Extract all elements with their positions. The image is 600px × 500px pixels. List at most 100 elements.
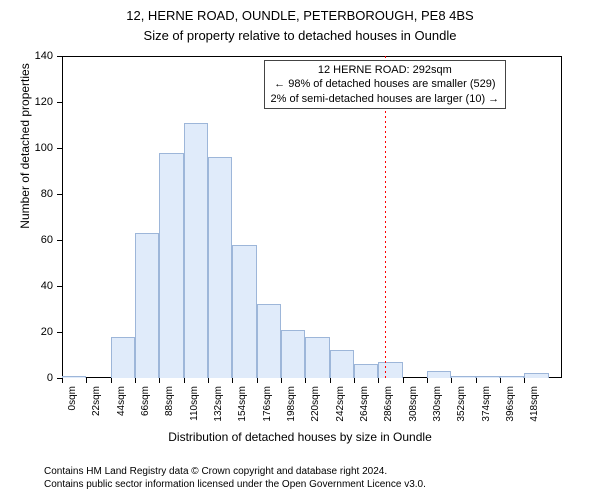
histogram-bar xyxy=(281,330,305,378)
histogram-bar xyxy=(427,371,451,378)
marker-line-segment xyxy=(385,246,386,248)
x-tick-label: 286sqm xyxy=(383,386,394,422)
marker-line-segment xyxy=(385,146,386,148)
x-tick xyxy=(232,378,233,383)
marker-line-segment xyxy=(385,346,386,348)
histogram-bar xyxy=(524,373,548,378)
annotation-line-1: 12 HERNE ROAD: 292sqm xyxy=(271,63,500,77)
x-tick-label: 22sqm xyxy=(91,386,102,416)
marker-line-segment xyxy=(385,191,386,193)
x-tick xyxy=(135,378,136,383)
y-tick-label: 100 xyxy=(23,142,53,154)
x-tick xyxy=(159,378,160,383)
x-tick xyxy=(403,378,404,383)
y-tick-label: 20 xyxy=(23,326,53,338)
x-tick xyxy=(354,378,355,383)
x-tick xyxy=(524,378,525,383)
x-tick xyxy=(86,378,87,383)
marker-line-segment xyxy=(385,351,386,353)
footer-line-2: Contains public sector information licen… xyxy=(44,479,426,492)
histogram-bar xyxy=(476,376,500,378)
x-tick-label: 154sqm xyxy=(237,386,248,422)
marker-line-segment xyxy=(385,151,386,153)
x-tick-label: 242sqm xyxy=(335,386,346,422)
marker-line-segment xyxy=(385,171,386,173)
x-tick-label: 330sqm xyxy=(432,386,443,422)
x-tick-label: 110sqm xyxy=(189,386,200,421)
marker-line-segment xyxy=(385,241,386,243)
chart-container: { "chart": { "type": "histogram", "title… xyxy=(0,0,600,500)
marker-line-segment xyxy=(385,111,386,113)
chart-title-main: 12, HERNE ROAD, OUNDLE, PETERBOROUGH, PE… xyxy=(0,8,600,23)
histogram-bar xyxy=(111,337,135,378)
marker-line-segment xyxy=(385,226,386,228)
marker-line-segment xyxy=(385,256,386,258)
histogram-bar xyxy=(159,153,183,378)
histogram-bar xyxy=(208,157,232,378)
marker-line-segment xyxy=(385,331,386,333)
x-tick-label: 396sqm xyxy=(505,386,516,422)
annotation-line-2: ← 98% of detached houses are smaller (52… xyxy=(271,77,500,91)
histogram-bar xyxy=(184,123,208,378)
y-tick-label: 140 xyxy=(23,50,53,62)
histogram-bar xyxy=(451,376,475,378)
annotation-box: 12 HERNE ROAD: 292sqm← 98% of detached h… xyxy=(264,60,507,109)
y-tick xyxy=(57,102,62,103)
footer-attribution: Contains HM Land Registry data © Crown c… xyxy=(44,466,426,491)
y-tick-label: 40 xyxy=(23,280,53,292)
marker-line-segment xyxy=(385,366,386,368)
marker-line-segment xyxy=(385,296,386,298)
axis-border-left xyxy=(62,56,63,378)
marker-line-segment xyxy=(385,371,386,373)
histogram-bar xyxy=(135,233,159,378)
histogram-bar xyxy=(378,362,402,378)
x-tick-label: 418sqm xyxy=(529,386,540,422)
y-tick xyxy=(57,240,62,241)
y-tick xyxy=(57,332,62,333)
marker-line-segment xyxy=(385,216,386,218)
marker-line-segment xyxy=(385,306,386,308)
x-tick xyxy=(378,378,379,383)
marker-line-segment xyxy=(385,131,386,133)
x-tick xyxy=(476,378,477,383)
marker-line-segment xyxy=(385,291,386,293)
y-tick xyxy=(57,56,62,57)
histogram-bar xyxy=(305,337,329,378)
marker-line-segment xyxy=(385,251,386,253)
x-tick xyxy=(451,378,452,383)
y-tick xyxy=(57,148,62,149)
histogram-bar xyxy=(232,245,256,378)
marker-line-segment xyxy=(385,136,386,138)
axis-border-right xyxy=(561,56,562,378)
y-tick xyxy=(57,194,62,195)
marker-line-segment xyxy=(385,341,386,343)
marker-line-segment xyxy=(385,266,386,268)
x-tick-label: 0sqm xyxy=(67,386,78,410)
marker-line-segment xyxy=(385,121,386,123)
x-tick-label: 66sqm xyxy=(140,386,151,416)
x-tick xyxy=(208,378,209,383)
marker-line-segment xyxy=(385,206,386,208)
marker-line-segment xyxy=(385,116,386,118)
annotation-line-3: 2% of semi-detached houses are larger (1… xyxy=(271,92,500,106)
x-tick-label: 44sqm xyxy=(116,386,127,416)
marker-line-segment xyxy=(385,161,386,163)
marker-line-segment xyxy=(385,211,386,213)
marker-line-segment xyxy=(385,311,386,313)
marker-line-segment xyxy=(385,301,386,303)
x-tick-label: 176sqm xyxy=(262,386,273,422)
x-tick-label: 88sqm xyxy=(164,386,175,416)
x-tick-label: 198sqm xyxy=(286,386,297,422)
y-tick-label: 0 xyxy=(23,372,53,384)
marker-line-segment xyxy=(385,186,386,188)
x-tick xyxy=(184,378,185,383)
x-tick-label: 264sqm xyxy=(359,386,370,422)
y-tick-label: 80 xyxy=(23,188,53,200)
marker-line-segment xyxy=(385,286,386,288)
x-tick-label: 132sqm xyxy=(213,386,224,422)
marker-line-segment xyxy=(385,201,386,203)
marker-line-segment xyxy=(385,376,386,378)
marker-line-segment xyxy=(385,126,386,128)
marker-line-segment xyxy=(385,156,386,158)
y-tick xyxy=(57,286,62,287)
